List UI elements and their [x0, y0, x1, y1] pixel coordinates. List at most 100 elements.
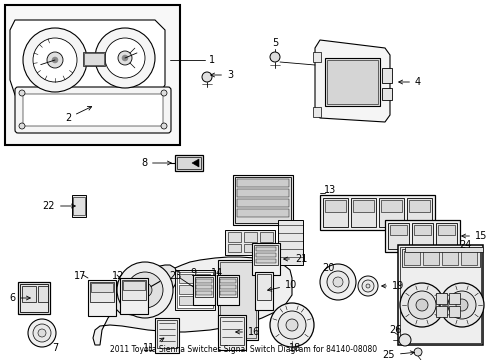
- Text: 3: 3: [210, 70, 233, 80]
- Circle shape: [19, 123, 25, 129]
- Circle shape: [398, 334, 410, 346]
- Bar: [196, 274, 209, 283]
- Bar: [179, 274, 193, 283]
- Text: 20: 20: [321, 263, 333, 273]
- Bar: [237, 179, 288, 187]
- Circle shape: [326, 271, 348, 293]
- Bar: [380, 200, 401, 212]
- Bar: [256, 253, 275, 257]
- Bar: [352, 200, 373, 212]
- Polygon shape: [192, 159, 199, 167]
- Text: 21: 21: [283, 254, 307, 264]
- Bar: [403, 251, 419, 265]
- Circle shape: [439, 283, 483, 327]
- Bar: [387, 223, 408, 249]
- Text: 5: 5: [271, 38, 278, 48]
- Bar: [196, 285, 209, 294]
- Text: 6: 6: [9, 293, 30, 303]
- Bar: [196, 291, 212, 295]
- Circle shape: [118, 51, 132, 65]
- Circle shape: [117, 262, 173, 318]
- Bar: [175, 155, 203, 171]
- Bar: [196, 296, 209, 305]
- Text: 15: 15: [461, 231, 487, 241]
- Circle shape: [447, 291, 475, 319]
- Text: 1: 1: [208, 55, 215, 65]
- Circle shape: [127, 272, 163, 308]
- Bar: [224, 230, 274, 255]
- Text: 23: 23: [168, 271, 181, 281]
- Bar: [196, 279, 212, 283]
- Circle shape: [319, 264, 355, 300]
- Circle shape: [122, 55, 128, 61]
- Bar: [218, 315, 245, 350]
- Circle shape: [285, 319, 297, 331]
- Bar: [325, 200, 346, 212]
- Bar: [325, 58, 379, 106]
- Text: 9: 9: [189, 268, 196, 278]
- Text: 8: 8: [141, 158, 171, 168]
- Text: 10: 10: [267, 280, 297, 291]
- Bar: [122, 280, 146, 300]
- Bar: [437, 225, 454, 235]
- Bar: [217, 275, 239, 305]
- Bar: [83, 52, 105, 66]
- Bar: [244, 244, 257, 252]
- Bar: [179, 285, 193, 294]
- Bar: [38, 286, 48, 302]
- Bar: [460, 251, 476, 265]
- Bar: [195, 277, 213, 297]
- Circle shape: [47, 52, 63, 68]
- Bar: [257, 274, 270, 300]
- Circle shape: [415, 299, 427, 311]
- Circle shape: [33, 38, 77, 82]
- Bar: [227, 232, 241, 242]
- Bar: [319, 195, 434, 230]
- Bar: [220, 317, 244, 345]
- Text: 17: 17: [74, 271, 86, 281]
- Bar: [193, 275, 215, 305]
- Polygon shape: [314, 40, 389, 122]
- Bar: [177, 157, 201, 169]
- Bar: [397, 245, 482, 345]
- Bar: [196, 285, 212, 289]
- Circle shape: [357, 276, 377, 296]
- Bar: [232, 175, 292, 225]
- Bar: [175, 270, 215, 310]
- Bar: [218, 260, 258, 340]
- Bar: [435, 306, 446, 317]
- Circle shape: [105, 38, 145, 78]
- Circle shape: [278, 311, 305, 339]
- Text: 12: 12: [112, 271, 124, 281]
- Bar: [20, 284, 48, 312]
- Bar: [177, 272, 213, 308]
- Bar: [312, 107, 320, 117]
- Bar: [378, 198, 403, 227]
- Text: 2: 2: [65, 107, 91, 123]
- Bar: [350, 198, 375, 227]
- Text: 25: 25: [382, 350, 413, 360]
- Bar: [404, 247, 482, 252]
- Circle shape: [361, 280, 373, 292]
- Bar: [323, 198, 347, 227]
- Text: 2011 Toyota Sienna Switches Signal Switch Diagram for 84140-08080: 2011 Toyota Sienna Switches Signal Switc…: [110, 345, 377, 354]
- Text: 4: 4: [398, 77, 420, 87]
- Polygon shape: [115, 265, 178, 315]
- Circle shape: [332, 277, 342, 287]
- Circle shape: [202, 72, 212, 82]
- Bar: [227, 244, 241, 252]
- Bar: [90, 282, 114, 302]
- Bar: [220, 279, 236, 283]
- Circle shape: [52, 57, 58, 63]
- Bar: [244, 232, 257, 242]
- Circle shape: [95, 28, 155, 88]
- Circle shape: [19, 90, 25, 96]
- Circle shape: [161, 123, 167, 129]
- Circle shape: [269, 52, 280, 62]
- Bar: [411, 223, 432, 249]
- Bar: [399, 247, 480, 343]
- Bar: [381, 88, 391, 100]
- Text: 13: 13: [323, 185, 335, 195]
- Bar: [220, 291, 236, 295]
- Bar: [384, 220, 459, 252]
